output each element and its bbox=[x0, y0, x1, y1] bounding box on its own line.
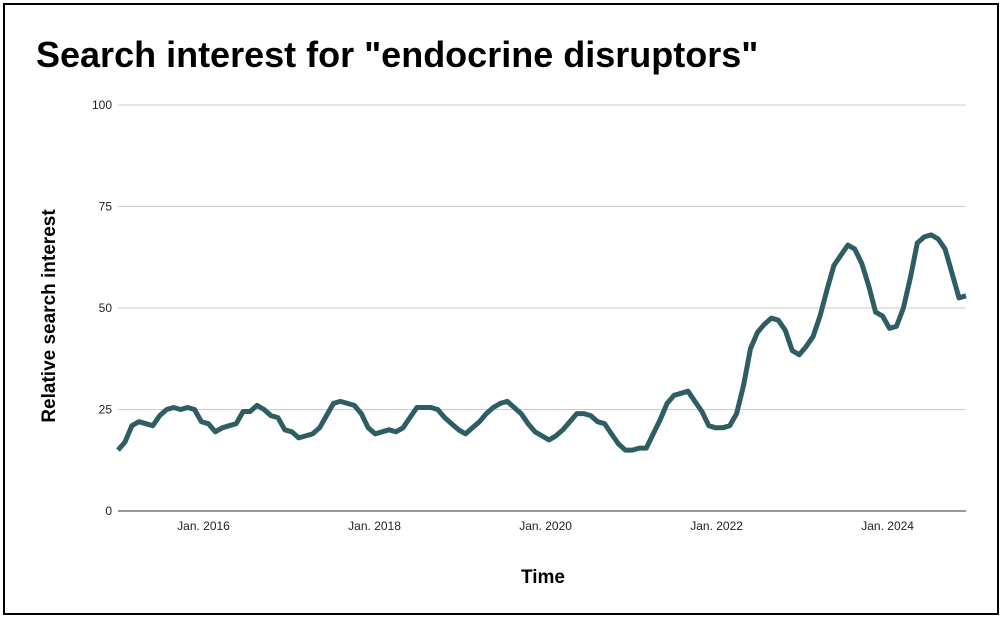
x-tick-label: Jan. 2016 bbox=[177, 519, 230, 533]
gridlines bbox=[118, 104, 966, 512]
x-axis-ticks: Jan. 2016 Jan. 2018 Jan. 2020 Jan. 2022 Jan.… bbox=[177, 519, 914, 533]
y-tick-label: 100 bbox=[92, 98, 112, 112]
series-line bbox=[116, 232, 967, 453]
y-tick-label: 0 bbox=[105, 504, 112, 518]
x-tick-label: Jan. 2020 bbox=[519, 519, 572, 533]
series-group bbox=[116, 232, 967, 453]
x-tick-label: Jan. 2022 bbox=[690, 519, 743, 533]
y-tick-label: 75 bbox=[99, 200, 113, 214]
x-tick-label: Jan. 2024 bbox=[861, 519, 914, 533]
x-tick-label: Jan. 2018 bbox=[348, 519, 401, 533]
x-axis-title: Time bbox=[521, 567, 565, 588]
y-axis-title: Relative search interest bbox=[39, 209, 60, 423]
y-axis-ticks: 0 25 50 75 100 bbox=[92, 98, 112, 518]
y-tick-label: 50 bbox=[99, 301, 113, 315]
chart-title: Search interest for "endocrine disruptor… bbox=[36, 34, 759, 75]
y-tick-label: 25 bbox=[99, 403, 113, 417]
